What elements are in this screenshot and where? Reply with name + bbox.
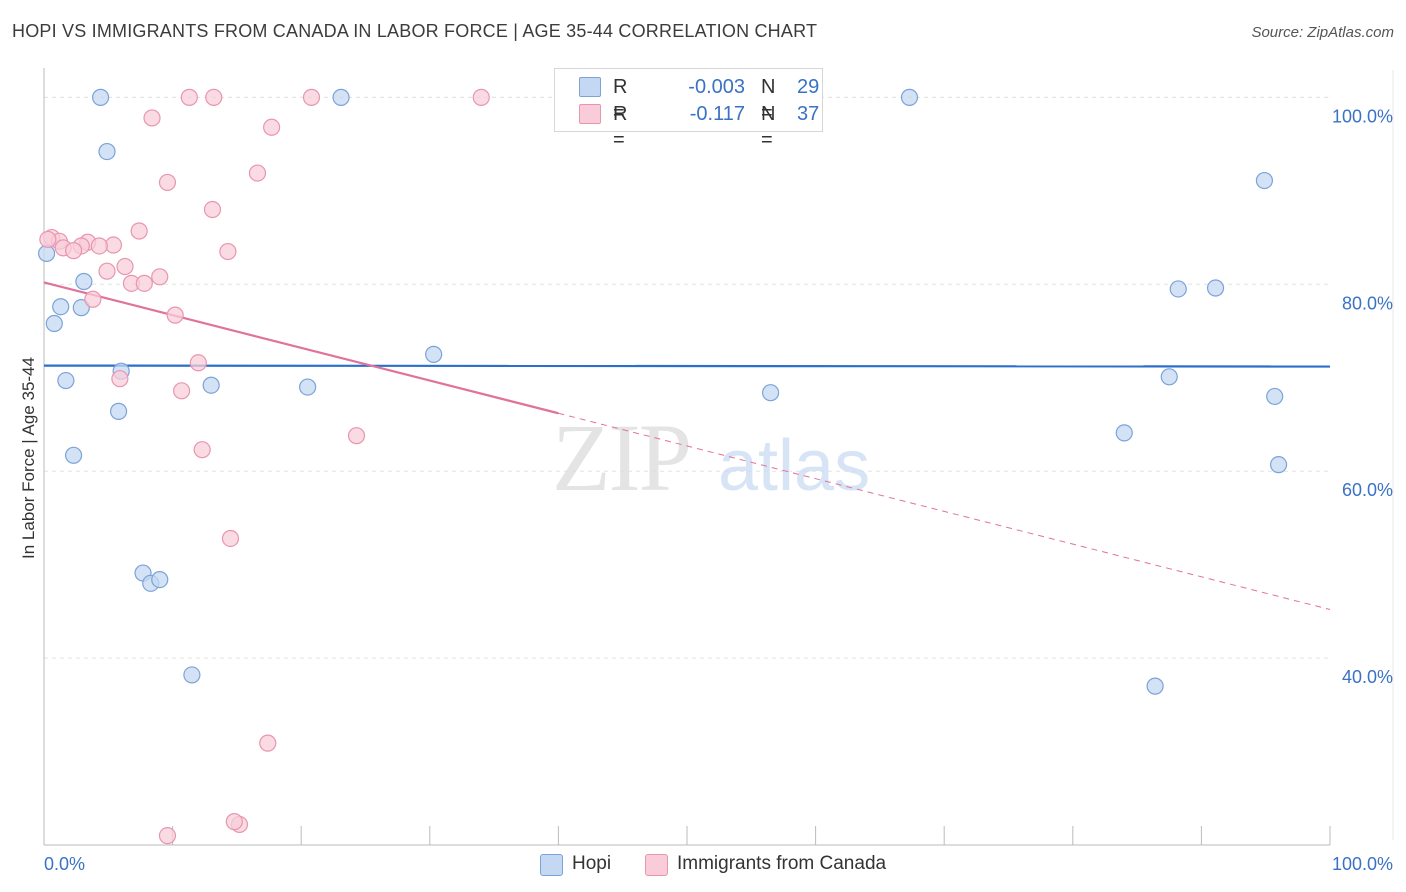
canada-point — [263, 118, 281, 136]
correlation-legend: R = -0.003 N = 29 R = -0.117 N = 37 — [554, 68, 823, 151]
canada-point — [259, 734, 277, 752]
canada-point — [221, 529, 240, 548]
n-label: N = — [761, 103, 776, 151]
source-label: Source: ZipAtlas.com — [1251, 24, 1394, 41]
y-tick-label: 100.0% — [1332, 106, 1393, 126]
hopi-point — [72, 299, 90, 317]
hopi-point — [98, 142, 116, 161]
y-tick-label: 60.0% — [1342, 480, 1393, 500]
canada-point — [189, 354, 207, 372]
canada-point — [225, 813, 243, 831]
hopi-point — [1160, 368, 1178, 386]
trend-lines — [43, 281, 1331, 610]
watermark-atlas: atlas — [718, 426, 870, 506]
canada-legend-swatch — [645, 854, 668, 876]
hopi-swatch — [579, 77, 601, 97]
hopi-point — [1266, 387, 1284, 406]
canada-point — [130, 222, 148, 240]
canada-point — [180, 88, 198, 106]
hopi-point — [109, 402, 128, 420]
canada-point — [203, 200, 222, 219]
y-axis-label: In Labor Force | Age 35-44 — [19, 357, 38, 559]
canada-point — [158, 173, 177, 192]
hopi-point — [761, 384, 780, 402]
r-label: R = — [613, 103, 628, 151]
hopi-point — [52, 298, 70, 316]
hopi-point — [64, 446, 83, 464]
tick-labels: 40.0% 60.0% 80.0% 100.0% 0.0% 100.0% — [44, 106, 1393, 874]
canada-point — [248, 164, 267, 182]
y-tick-label: 40.0% — [1342, 667, 1393, 687]
hopi-point — [75, 272, 93, 291]
hopi-point — [57, 371, 75, 390]
canada-point — [205, 88, 223, 106]
canada-n-value: 37 — [797, 103, 820, 125]
canada-swatch — [579, 104, 601, 124]
y-tick-label: 80.0% — [1342, 293, 1393, 313]
canada-point — [135, 274, 153, 292]
hopi-point — [1146, 677, 1164, 695]
canada-point — [347, 427, 366, 445]
canada-point — [143, 109, 161, 127]
canada-legend-label: Immigrants from Canada — [677, 853, 887, 874]
x-tick-label-max: 100.0% — [1332, 854, 1393, 874]
chart-title: HOPI VS IMMIGRANTS FROM CANADA IN LABOR … — [12, 21, 818, 41]
canada-point — [64, 242, 83, 260]
hopi-point — [1115, 424, 1133, 442]
canada-trend-line — [43, 281, 559, 415]
hopi-point — [183, 666, 201, 684]
hopi-point — [299, 378, 317, 396]
canada-point — [98, 262, 116, 280]
r-label: R = — [613, 76, 628, 124]
canada-point — [151, 268, 169, 286]
canada-point — [158, 827, 177, 845]
hopi-trend-line — [43, 364, 1331, 368]
x-tick-label-min: 0.0% — [44, 854, 85, 874]
hopi-point — [1206, 279, 1225, 297]
hopi-point — [91, 88, 110, 106]
canada-trend-line-extrapolated — [558, 412, 1331, 610]
hopi-point — [425, 345, 443, 363]
hopi-legend-label: Hopi — [572, 853, 612, 874]
canada-r-value: -0.117 — [689, 103, 745, 125]
watermark-zip: ZIP — [552, 404, 690, 511]
hopi-point — [202, 376, 220, 394]
hopi-legend-swatch — [540, 854, 563, 876]
series-legend: Hopi Immigrants from Canada — [0, 852, 1406, 878]
hopi-point — [332, 88, 350, 106]
canada-point — [302, 88, 321, 106]
canada-point — [219, 242, 237, 261]
grid-lines — [44, 96, 1330, 659]
canada-point — [84, 290, 102, 308]
axes — [43, 68, 1394, 846]
hopi-n-value: 29 — [797, 76, 820, 98]
canada-point — [39, 230, 57, 249]
canada-point — [111, 370, 129, 388]
canada-point — [193, 441, 211, 459]
hopi-point — [1169, 280, 1187, 298]
hopi-point — [1255, 171, 1274, 190]
canada-point — [90, 237, 108, 255]
canada-point — [472, 88, 490, 106]
hopi-point — [45, 314, 63, 333]
canada-point — [116, 257, 134, 276]
watermark: ZIP atlas — [552, 404, 870, 511]
canada-point — [166, 306, 184, 324]
data-points — [37, 88, 1288, 845]
n-label: N = — [761, 76, 776, 124]
hopi-r-value: -0.003 — [688, 76, 745, 98]
hopi-point — [900, 88, 919, 106]
hopi-point — [1269, 456, 1288, 474]
hopi-point — [151, 570, 169, 589]
canada-point — [173, 382, 191, 400]
